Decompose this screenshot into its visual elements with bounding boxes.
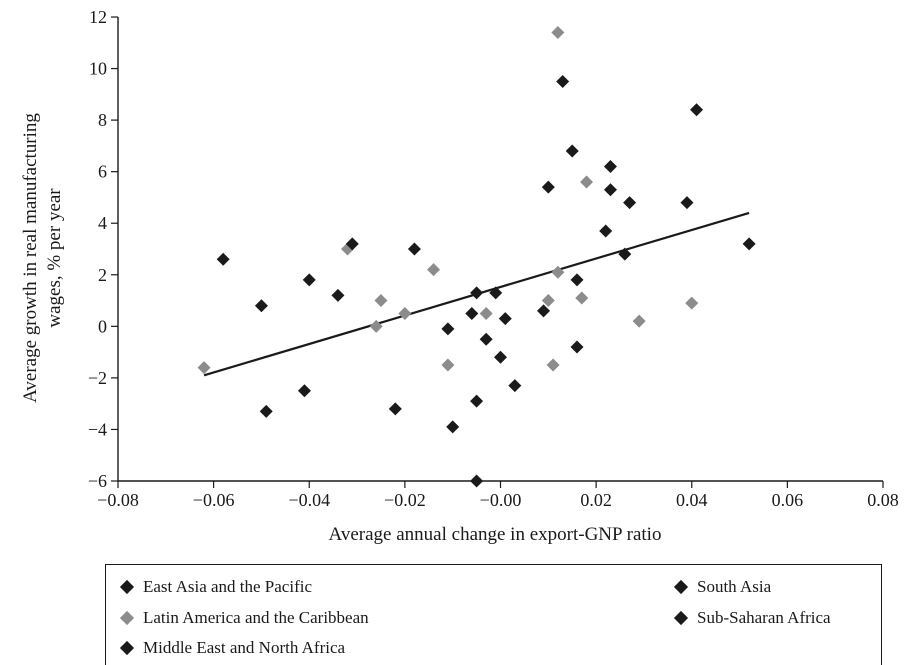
data-point <box>470 286 484 300</box>
x-tick-label: 0.06 <box>772 490 804 510</box>
data-point <box>603 160 617 174</box>
data-point <box>446 420 460 434</box>
data-point <box>427 263 441 277</box>
y-tick-label: 12 <box>89 7 107 27</box>
legend-label: South Asia <box>697 577 772 596</box>
data-point <box>685 296 699 310</box>
data-point <box>680 196 694 210</box>
legend-label: Sub-Saharan Africa <box>697 608 831 627</box>
data-point <box>498 312 512 326</box>
x-tick-label: −0.02 <box>384 490 426 510</box>
legend-label: Middle East and North Africa <box>143 638 346 657</box>
x-tick-label: 0.02 <box>580 490 612 510</box>
y-tick-label: −4 <box>88 419 107 439</box>
data-point <box>690 103 704 117</box>
scatter-chart: −0.08 −0.06 −0.04 −0.02 −0.00 0.02 0.04 0.06 0.0… <box>20 7 899 545</box>
data-point <box>369 319 383 333</box>
legend: East Asia and the Pacific Latin America … <box>105 564 882 665</box>
data-point <box>541 294 555 308</box>
diamond-marker-icon <box>119 610 135 626</box>
y-axis-label-line-2: wages, % per year <box>44 188 65 328</box>
data-point <box>470 394 484 408</box>
x-tick-label: −0.06 <box>193 490 235 510</box>
data-point <box>197 361 211 375</box>
data-point <box>388 402 402 416</box>
data-point <box>575 291 589 305</box>
y-tick-label: −2 <box>88 368 107 388</box>
data-point <box>632 314 646 328</box>
axes: −0.08 −0.06 −0.04 −0.02 −0.00 0.02 0.04 0.06 0.0… <box>88 7 899 510</box>
x-tick-label: 0.04 <box>676 490 708 510</box>
legend-item-latin-america: Latin America and the Caribbean <box>119 608 369 628</box>
data-point <box>565 144 579 158</box>
data-point <box>254 299 268 313</box>
data-point <box>302 273 316 287</box>
data-point <box>551 25 565 39</box>
data-point <box>580 175 594 189</box>
data-point <box>618 247 632 261</box>
data-point <box>398 306 412 320</box>
legend-item-south-asia: South Asia <box>673 577 772 597</box>
data-point <box>508 379 522 393</box>
data-points <box>197 25 756 488</box>
data-point <box>546 358 560 372</box>
y-tick-label: 4 <box>98 213 107 233</box>
data-point <box>441 322 455 336</box>
diamond-marker-icon <box>673 610 689 626</box>
data-point <box>470 474 484 488</box>
data-point <box>541 180 555 194</box>
data-point <box>556 74 570 88</box>
legend-label: East Asia and the Pacific <box>143 577 313 596</box>
data-point <box>570 340 584 354</box>
data-point <box>345 237 359 251</box>
legend-item-east-asia: East Asia and the Pacific <box>119 577 313 597</box>
diamond-marker-icon <box>119 579 135 595</box>
data-point <box>479 306 493 320</box>
data-point <box>479 332 493 346</box>
y-tick-label: 2 <box>98 265 107 285</box>
legend-item-sub-saharan: Sub-Saharan Africa <box>673 608 831 628</box>
data-point <box>603 183 617 197</box>
y-tick-label: 8 <box>98 110 107 130</box>
data-point <box>331 288 345 302</box>
data-point <box>407 242 421 256</box>
data-point <box>599 224 613 238</box>
x-tick-label: −0.04 <box>288 490 330 510</box>
y-tick-label: −6 <box>88 471 107 491</box>
x-tick-label: −0.08 <box>97 490 139 510</box>
data-point <box>259 404 273 418</box>
data-point <box>537 304 551 318</box>
legend-item-middle-east: Middle East and North Africa <box>119 638 346 658</box>
y-tick-label: 6 <box>98 162 107 182</box>
data-point <box>742 237 756 251</box>
data-point <box>623 196 637 210</box>
data-point <box>489 286 503 300</box>
x-axis-label: Average annual change in export-GNP rati… <box>329 524 662 545</box>
y-axis-label-line-1: Average growth in real manufacturing <box>20 113 41 403</box>
data-point <box>494 350 507 364</box>
data-point <box>465 306 479 320</box>
data-point <box>297 384 311 398</box>
legend-label: Latin America and the Caribbean <box>143 608 369 627</box>
x-tick-label: 0.08 <box>867 490 899 510</box>
data-point <box>374 294 388 308</box>
y-tick-label: 0 <box>98 316 107 336</box>
data-point <box>441 358 455 372</box>
data-point <box>570 273 584 287</box>
diamond-marker-icon <box>119 640 135 656</box>
data-point <box>216 252 230 266</box>
x-tick-label: −0.00 <box>480 490 522 510</box>
diamond-marker-icon <box>673 579 689 595</box>
y-tick-label: 10 <box>89 59 107 79</box>
data-point <box>551 265 565 279</box>
